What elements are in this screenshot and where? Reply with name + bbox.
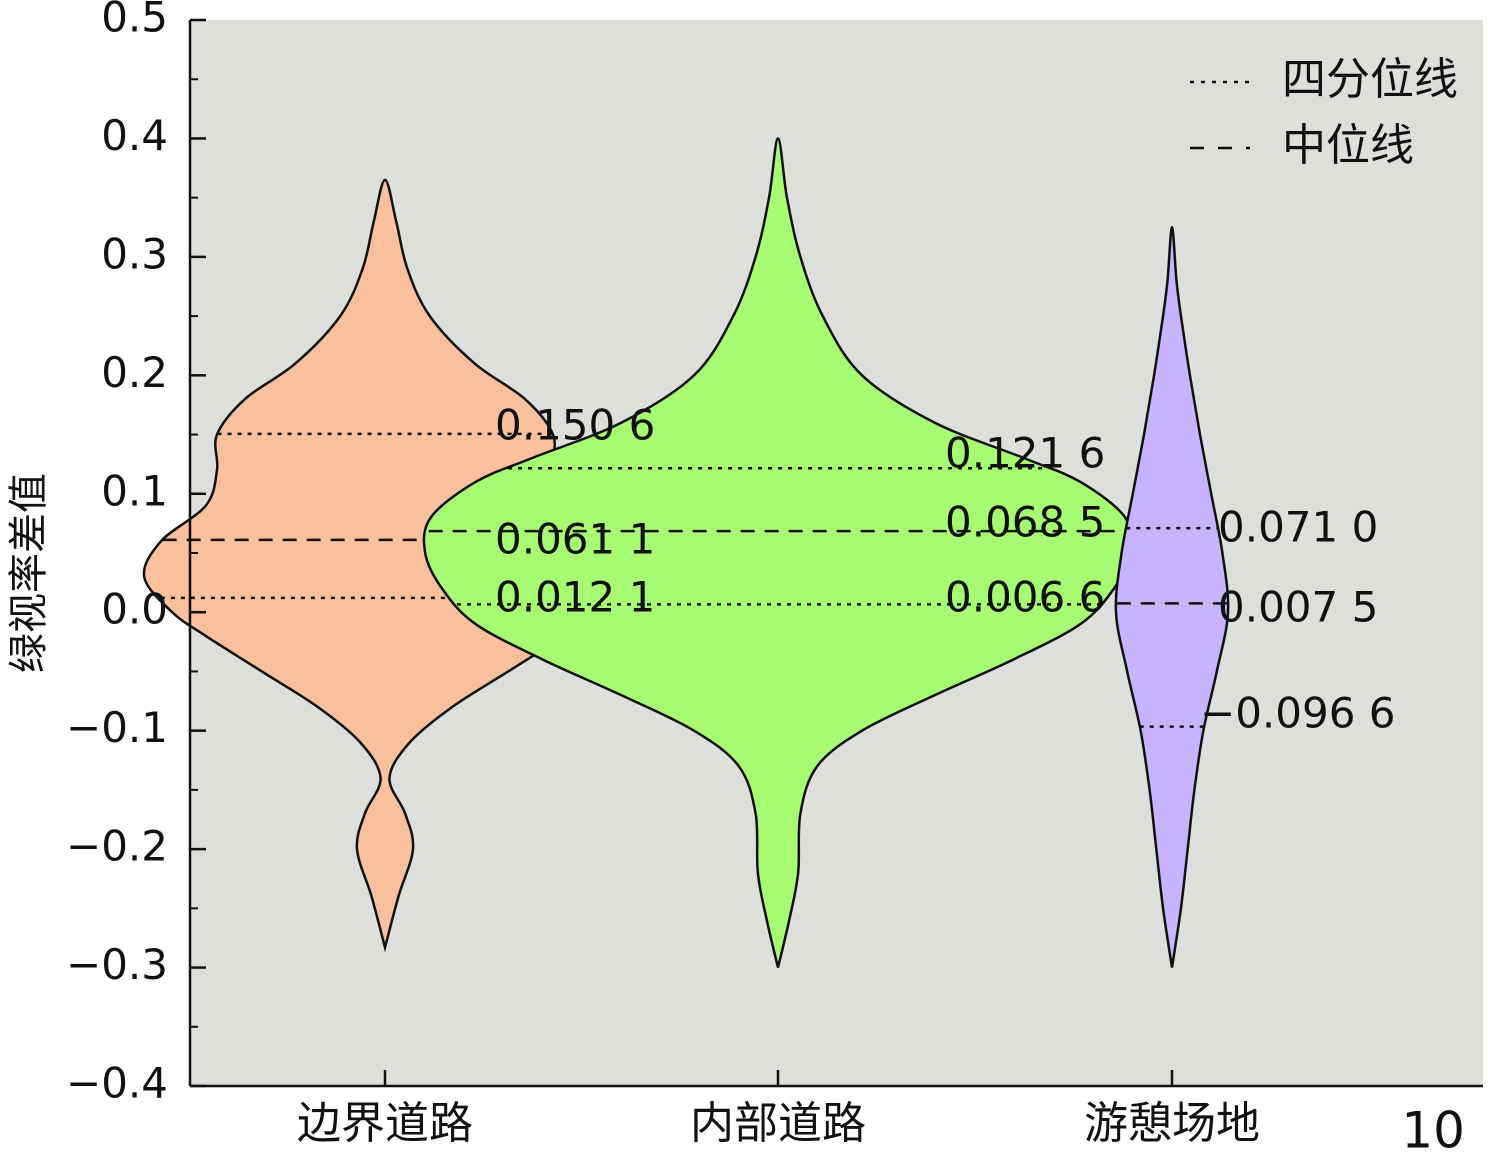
panel-number: 10 — [1401, 1102, 1465, 1160]
violin-3 — [1114, 226, 1230, 968]
legend-label: 中位线 — [1282, 120, 1414, 171]
label-median-3: 0.007 5 — [1218, 583, 1378, 632]
label-q1-1: 0.012 1 — [495, 573, 655, 622]
x-tick-label: 内部道路 — [690, 1098, 866, 1149]
y-tick-label: 0.4 — [101, 111, 168, 160]
label-q1-2: 0.006 6 — [945, 573, 1105, 622]
violins — [142, 137, 1230, 968]
y-tick-label: 0.1 — [101, 466, 168, 515]
y-tick-label: −0.4 — [66, 1059, 168, 1108]
y-axis-label: 绿视率差值 — [6, 473, 52, 673]
label-median-1: 0.061 1 — [495, 515, 655, 564]
y-tick-label: −0.3 — [66, 940, 168, 989]
label-q3-1: 0.150 6 — [495, 401, 655, 450]
annotations: 0.150 6 0.061 1 0.012 1 0.121 6 0.068 5 0.006… — [495, 401, 1396, 738]
violin-2 — [422, 137, 1134, 968]
y-tick-label: −0.2 — [66, 822, 168, 871]
violin-1 — [142, 178, 628, 953]
label-q3-3: 0.071 0 — [1218, 503, 1378, 552]
y-tick-label: 0.0 — [101, 585, 168, 634]
y-tick-label: 0.3 — [101, 229, 168, 278]
x-tick-label: 边界道路 — [297, 1098, 473, 1149]
label-q1-3: −0.096 6 — [1200, 689, 1396, 738]
y-tick-label: 0.5 — [101, 0, 168, 42]
legend-label: 四分位线 — [1282, 54, 1458, 105]
x-tick-label: 游憩场地 — [1084, 1098, 1260, 1149]
y-tick-label: 0.2 — [101, 348, 168, 397]
y-tick-label: −0.1 — [66, 703, 168, 752]
axes: −0.4 −0.3 −0.2 −0.1 0.0 0.1 0.2 0.3 0.4 0.5 边界道路 内部… — [66, 0, 1483, 1149]
label-q3-2: 0.121 6 — [945, 429, 1105, 478]
label-median-2: 0.068 5 — [945, 498, 1105, 547]
